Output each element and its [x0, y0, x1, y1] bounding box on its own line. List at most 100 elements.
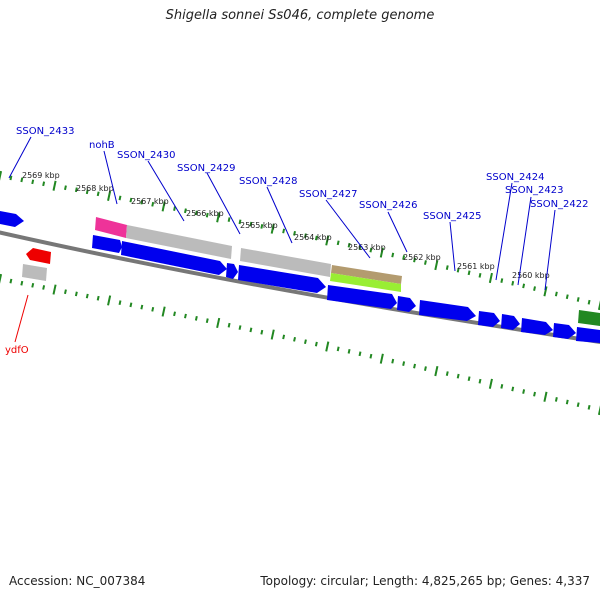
inner-ring-tick [194, 315, 198, 321]
gene-label-SSON_2424[interactable]: SSON_2424 [486, 172, 545, 183]
inner-ring-tick [227, 322, 231, 328]
outer-ring-tick [227, 217, 231, 222]
outer-ring-tick [478, 272, 482, 278]
outer-ring-tick [249, 221, 253, 227]
inner-ring-tick [184, 313, 187, 319]
tick-label-2569: 2569 kbp [22, 171, 60, 180]
inner-ring-tick [587, 404, 591, 410]
outer-ring-tick [511, 280, 515, 286]
outer-ring-tick [173, 206, 176, 211]
outer-ring-tick [140, 199, 144, 205]
gene-label-SSON_2425[interactable]: SSON_2425 [423, 211, 482, 222]
inner-ring-tick [314, 341, 318, 347]
gene-arrow-2429 [226, 263, 238, 279]
outer-ring-tick [42, 181, 46, 187]
gene-arrow-2430 [121, 241, 227, 275]
outer-ring-tick [522, 283, 526, 289]
gene-arrow-2427 [327, 285, 397, 309]
inner-ring-tick [500, 384, 504, 389]
outer-ring-tick [9, 175, 13, 181]
gene-label-nohB[interactable]: nohB [89, 140, 115, 151]
gene-arrow-next-2 [576, 327, 600, 343]
leader-2423 [517, 196, 532, 286]
inner-ring-tick [216, 317, 221, 329]
outer-ring-tick [325, 235, 330, 246]
inner-ring-tick [325, 341, 330, 352]
genome-title: Shigella sonnei Ss046, complete genome [165, 8, 435, 23]
feature-lime [330, 273, 401, 292]
inner-ring-tick [402, 361, 406, 366]
inner-ring-tick [358, 351, 362, 357]
tick-label-2564: 2564 kbp [294, 233, 332, 242]
feature-gray-1 [126, 225, 232, 259]
outer-ring-tick [488, 272, 493, 284]
inner-ring-tick [96, 295, 100, 301]
inner-ring-tick [74, 291, 78, 297]
accession-text: Accession: NC_007384 [9, 574, 146, 588]
outer-ring-tick [238, 219, 242, 225]
gene-label-SSON_2430[interactable]: SSON_2430 [117, 150, 176, 161]
leader-2427 [325, 199, 371, 259]
outer-ring-tick [64, 185, 67, 191]
inner-ring-tick [107, 295, 112, 306]
tick-label-2562: 2562 kbp [403, 253, 441, 262]
leader-2424 [495, 182, 513, 281]
gene-label-SSON_2427[interactable]: SSON_2427 [299, 189, 358, 200]
outer-ring-tick [597, 300, 600, 311]
feature-magenta [95, 217, 127, 238]
inner-ring-tick [304, 339, 307, 345]
leader-2426 [387, 211, 408, 253]
outer-ring-tick [194, 210, 198, 216]
gene-arrow-2433 [0, 211, 24, 227]
inner-ring-tick [597, 405, 600, 416]
inner-ring-tick [379, 353, 384, 364]
inner-ring-tick [249, 327, 253, 333]
gene-label-SSON_2433[interactable]: SSON_2433 [16, 126, 75, 137]
outer-ring-tick [52, 180, 57, 191]
outer-ring-tick [500, 278, 504, 283]
outer-ring-tick [260, 224, 264, 229]
inner-ring-tick [129, 302, 133, 308]
inner-ring-tick [369, 353, 373, 359]
outer-ring-tick [184, 208, 187, 214]
outer-ring-tick [293, 230, 296, 236]
outer-tick-ring [0, 170, 600, 311]
outer-ring-tick [205, 212, 209, 218]
gene-arrow-2422 [521, 318, 553, 335]
leader-nohB [103, 150, 118, 205]
outer-ring-tick [587, 299, 591, 305]
inner-ring-tick [554, 397, 558, 402]
feature-tan [331, 265, 402, 284]
outer-ring-tick [358, 245, 362, 251]
gene-arrow-nohB [92, 235, 122, 253]
gene-arrow-2428 [238, 265, 326, 293]
inner-ring-tick [478, 378, 482, 384]
outer-ring-tick [107, 190, 112, 201]
tick-label-2567: 2567 kbp [131, 197, 169, 206]
gene-label-SSON_2426[interactable]: SSON_2426 [359, 200, 418, 211]
gene-label-SSON_2423[interactable]: SSON_2423 [505, 185, 564, 196]
outer-ring-tick [565, 294, 569, 300]
inner-ring-tick [31, 282, 35, 288]
outer-ring-tick [31, 179, 35, 185]
gene-arrow-2424 [478, 311, 500, 327]
scale-labels: 2569 kbp 2568 kbp 2567 kbp 2566 kbp 2565… [22, 171, 550, 280]
inner-ring-tick [467, 376, 471, 382]
inner-ring-tick [238, 325, 242, 330]
outer-ring-tick [161, 201, 166, 212]
inner-ring-tick [151, 306, 155, 312]
gene-label-ydfO[interactable]: ydfO [5, 345, 29, 356]
gene-label-SSON_2422[interactable]: SSON_2422 [530, 199, 589, 210]
outer-ring-tick [543, 286, 548, 297]
gene-label-SSON_2429[interactable]: SSON_2429 [177, 163, 236, 174]
inner-ring-tick [270, 329, 275, 340]
leader-2429 [206, 172, 241, 235]
inner-tick-ring [0, 273, 600, 416]
gene-label-SSON_2428[interactable]: SSON_2428 [239, 176, 298, 187]
inner-ring-tick [533, 391, 536, 397]
inner-ring-tick [293, 336, 296, 342]
feature-track [22, 217, 600, 326]
outer-ring-tick [270, 223, 275, 234]
inner-ring-tick [576, 402, 580, 408]
